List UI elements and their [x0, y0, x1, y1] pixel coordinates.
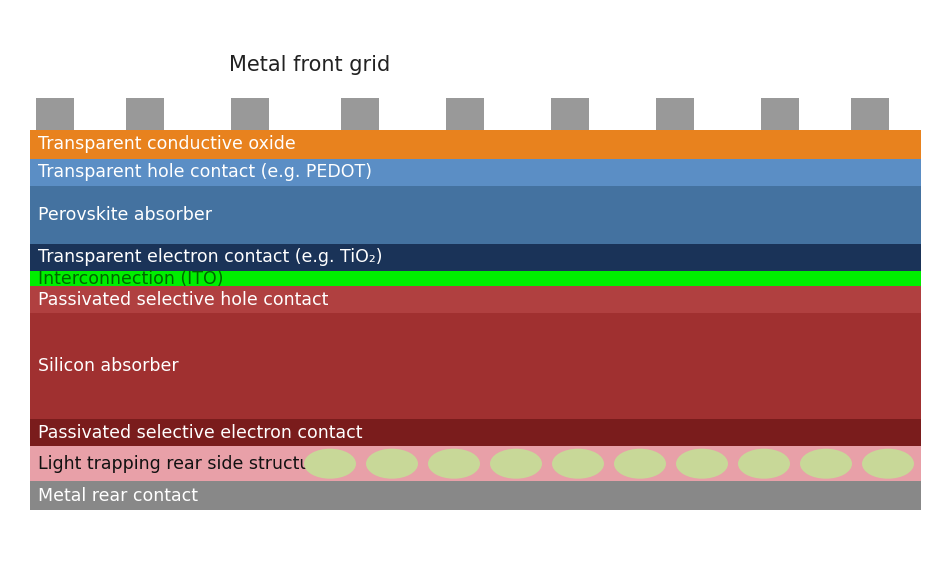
Bar	[30, 159, 921, 186]
Text: Perovskite absorber: Perovskite absorber	[38, 206, 212, 224]
Bar	[231, 98, 269, 130]
Ellipse shape	[490, 449, 542, 479]
Text: Silicon absorber: Silicon absorber	[38, 357, 179, 375]
Text: Metal front grid: Metal front grid	[229, 55, 391, 75]
Ellipse shape	[614, 449, 666, 479]
Bar	[30, 419, 921, 446]
Bar	[446, 98, 484, 130]
Bar	[30, 286, 921, 313]
Ellipse shape	[738, 449, 790, 479]
Text: Transparent hole contact (e.g. PEDOT): Transparent hole contact (e.g. PEDOT)	[38, 163, 372, 181]
Bar	[30, 244, 921, 271]
Ellipse shape	[676, 449, 728, 479]
Bar	[36, 98, 74, 130]
Bar	[30, 186, 921, 244]
Text: Passivated selective electron contact: Passivated selective electron contact	[38, 424, 362, 442]
Bar	[30, 446, 921, 481]
Bar	[30, 481, 921, 510]
Bar	[30, 130, 921, 159]
Ellipse shape	[366, 449, 418, 479]
Bar	[30, 313, 921, 419]
Text: Light trapping rear side structure: Light trapping rear side structure	[38, 455, 328, 473]
Text: Metal rear contact: Metal rear contact	[38, 486, 198, 504]
Text: Transparent conductive oxide: Transparent conductive oxide	[38, 135, 296, 153]
Ellipse shape	[552, 449, 604, 479]
Bar	[30, 271, 921, 286]
Ellipse shape	[428, 449, 480, 479]
Bar	[851, 98, 889, 130]
Bar	[656, 98, 694, 130]
Text: Transparent electron contact (e.g. TiO₂): Transparent electron contact (e.g. TiO₂)	[38, 248, 382, 266]
Bar	[761, 98, 799, 130]
Ellipse shape	[800, 449, 852, 479]
Ellipse shape	[304, 449, 356, 479]
Ellipse shape	[862, 449, 914, 479]
Bar	[126, 98, 164, 130]
Text: Passivated selective hole contact: Passivated selective hole contact	[38, 290, 328, 309]
Text: Interconnection (ITO): Interconnection (ITO)	[38, 270, 223, 288]
Bar	[551, 98, 589, 130]
Bar	[341, 98, 379, 130]
